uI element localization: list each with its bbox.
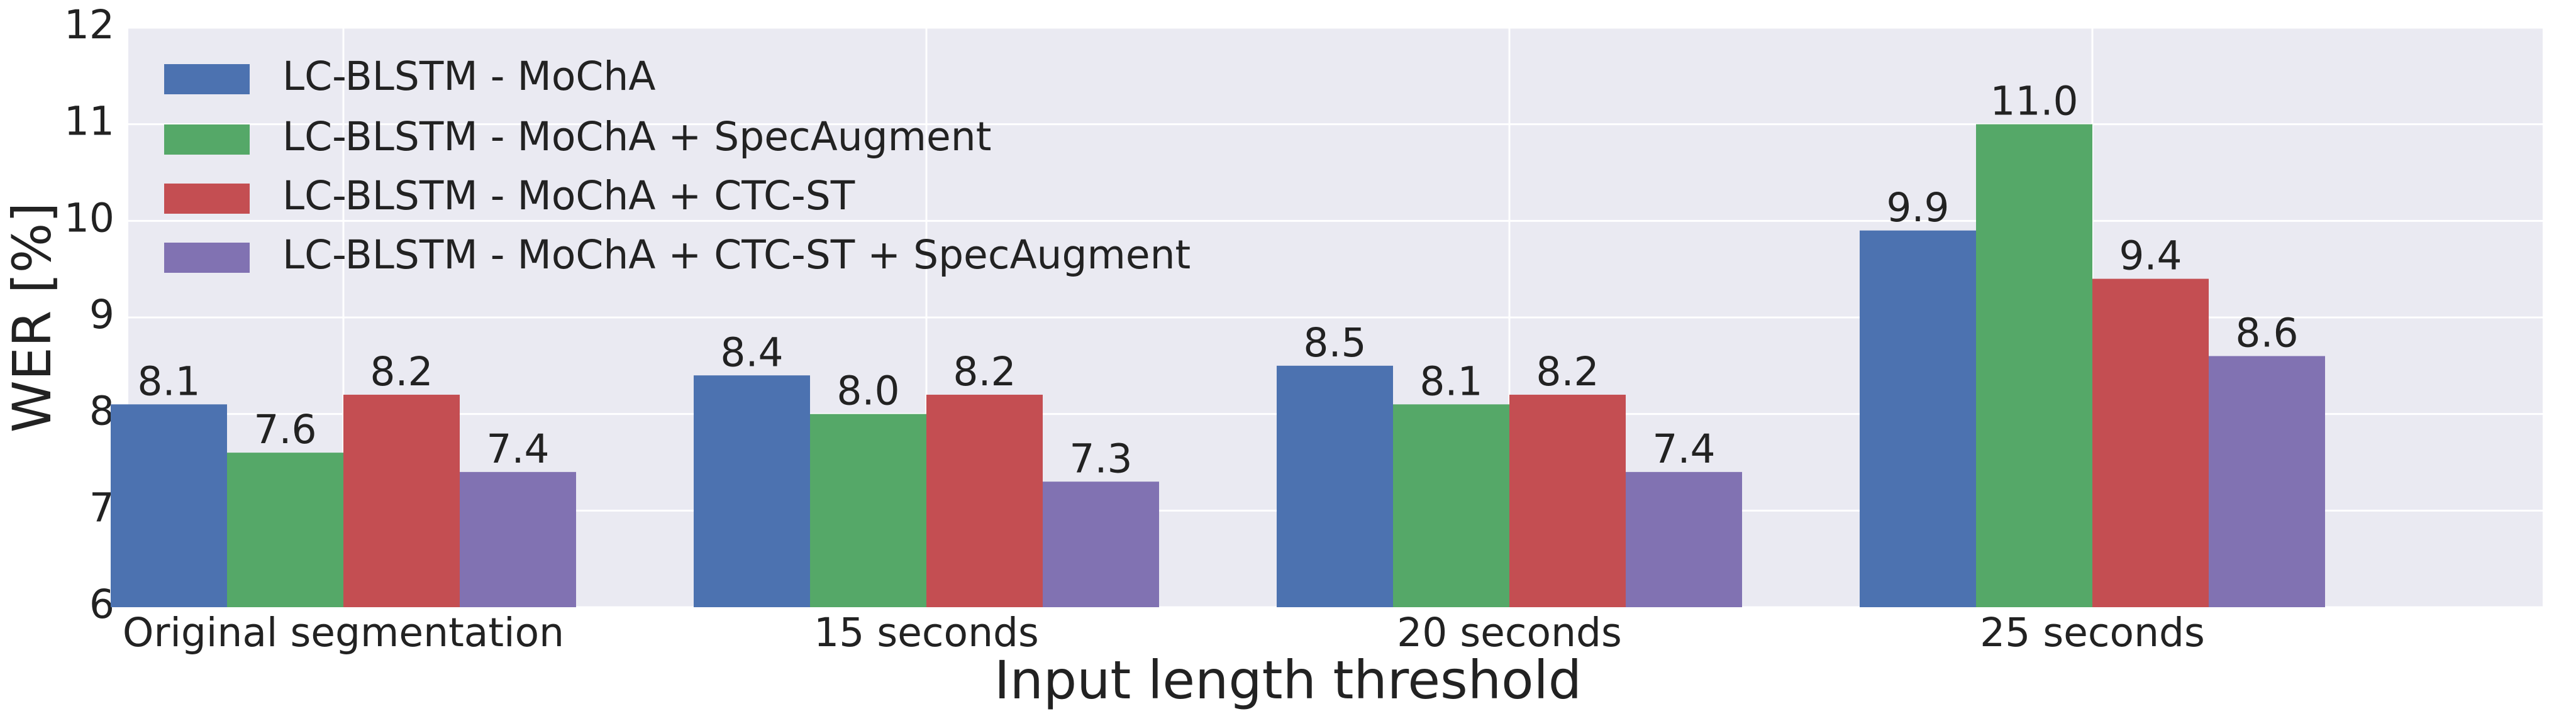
y-tick-label: 7 <box>89 485 114 531</box>
bar <box>111 404 227 607</box>
value-label: 7.6 <box>253 407 316 453</box>
bar <box>810 414 926 607</box>
value-label: 7.4 <box>486 426 549 472</box>
value-label: 8.6 <box>2235 311 2298 356</box>
bar <box>1043 481 1159 607</box>
value-label: 11.0 <box>1990 79 2078 124</box>
value-label: 8.2 <box>1536 349 1599 395</box>
value-label: 8.4 <box>720 329 783 375</box>
y-tick-label: 6 <box>89 581 114 627</box>
value-label: 8.5 <box>1303 320 1366 366</box>
legend-text: LC-BLSTM - MoChA <box>282 53 655 99</box>
x-tick-label: 20 seconds <box>1397 610 1622 656</box>
bar <box>694 375 810 607</box>
bar <box>227 453 343 607</box>
value-label: 7.3 <box>1069 436 1132 481</box>
bar <box>1277 365 1393 607</box>
x-axis-label: Input length threshold <box>994 649 1582 711</box>
x-tick-label: 15 seconds <box>814 610 1039 656</box>
legend-swatch <box>164 184 250 214</box>
value-label: 8.1 <box>137 358 200 404</box>
y-tick-label: 9 <box>89 292 114 338</box>
value-label: 9.4 <box>2119 233 2182 279</box>
y-tick-label: 12 <box>64 2 114 48</box>
bar <box>1626 471 1742 607</box>
value-label: 8.1 <box>1419 358 1482 404</box>
legend-swatch <box>164 64 250 94</box>
value-label: 9.9 <box>1886 185 1949 231</box>
y-tick-label: 8 <box>89 388 114 434</box>
bar <box>343 394 460 607</box>
bar <box>2209 356 2325 607</box>
y-axis-label: WER [%] <box>1 202 63 433</box>
bar <box>1860 230 1976 607</box>
value-label: 7.4 <box>1652 426 1715 472</box>
legend-text: LC-BLSTM - MoChA + SpecAugment <box>282 114 991 160</box>
x-tick-label: 25 seconds <box>1980 610 2205 656</box>
bar <box>2092 278 2209 607</box>
y-tick-label: 11 <box>64 99 114 145</box>
bar <box>1976 124 2092 607</box>
y-tick-label: 10 <box>64 195 114 241</box>
bar <box>460 471 576 607</box>
legend-swatch <box>164 243 250 273</box>
x-tick-label: Original segmentation <box>123 610 564 656</box>
value-label: 8.2 <box>370 349 433 395</box>
value-label: 8.0 <box>836 368 899 414</box>
bar <box>1509 394 1626 607</box>
bar <box>1393 404 1509 607</box>
bar <box>926 394 1043 607</box>
legend-text: LC-BLSTM - MoChA + CTC-ST <box>282 173 855 219</box>
legend-text: LC-BLSTM - MoChA + CTC-ST + SpecAugment <box>282 232 1191 278</box>
legend-swatch <box>164 124 250 155</box>
value-label: 8.2 <box>953 349 1016 395</box>
